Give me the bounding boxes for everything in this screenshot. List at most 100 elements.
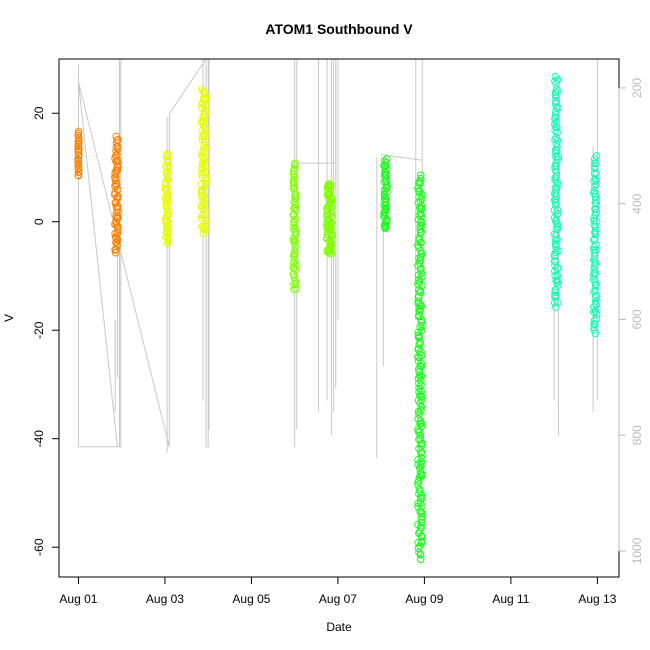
y2-axis: 200 400 600 800 1000: [618, 78, 644, 564]
data-point: [199, 122, 208, 131]
data-point: [417, 250, 426, 258]
data-point: [291, 266, 300, 274]
data-point: [416, 528, 424, 536]
data-point: [552, 118, 561, 127]
data-point: [199, 146, 208, 154]
data-point: [416, 362, 425, 370]
data-point: [417, 406, 425, 415]
data-point: [416, 431, 425, 440]
data-point: [551, 271, 559, 280]
data-point: [590, 187, 599, 195]
data-point: [414, 279, 422, 288]
data-point: [201, 93, 210, 101]
x-tick-label: Aug 03: [146, 592, 184, 606]
data-point: [551, 174, 559, 182]
data-point: [416, 238, 425, 247]
data-point: [417, 171, 425, 180]
data-point: [164, 221, 173, 230]
data-point: [418, 395, 426, 404]
data-point: [551, 291, 559, 299]
data-point: [164, 184, 172, 193]
data-point: [112, 147, 120, 156]
y-tick-label: 20: [32, 106, 46, 120]
data-point: [592, 159, 600, 167]
data-point: [416, 209, 425, 217]
data-point: [417, 376, 425, 385]
data-point: [415, 367, 423, 376]
data-point: [417, 440, 425, 448]
x-tick-label: Aug 01: [59, 592, 97, 606]
data-point: [553, 271, 562, 280]
data-point: [112, 177, 120, 185]
data-point: [112, 212, 120, 221]
data-point: [113, 229, 122, 237]
data-point: [414, 538, 423, 547]
data-point: [591, 174, 599, 183]
data-point: [164, 167, 172, 176]
data-point: [415, 410, 423, 419]
data-point: [418, 221, 426, 229]
y-tick-label: 0: [32, 218, 46, 225]
data-point: [201, 143, 210, 152]
data-point: [197, 85, 206, 93]
data-point: [291, 228, 300, 237]
data-point: [416, 499, 425, 507]
y-axis: 20 0 -20 -40 -60: [32, 106, 60, 556]
data-point: [416, 462, 425, 470]
data-point: [326, 199, 335, 208]
y2-tick-label: 800: [630, 425, 644, 445]
data-point: [552, 159, 560, 167]
data-point: [417, 351, 426, 360]
data-point: [415, 485, 424, 494]
data-point: [324, 194, 333, 203]
y2-tick-label: 600: [630, 309, 644, 329]
data-point: [414, 261, 422, 270]
data-point: [591, 162, 599, 171]
data-point: [592, 208, 601, 217]
data-point: [112, 157, 120, 166]
data-point: [552, 111, 560, 119]
data-point: [291, 195, 300, 203]
data-point: [383, 155, 391, 163]
x-tick-label: Aug 09: [405, 592, 443, 606]
data-point: [291, 164, 299, 172]
chart-title: ATOM1 Southbound V: [265, 21, 413, 37]
data-point: [202, 220, 210, 228]
data-point: [418, 460, 426, 469]
data-point: [74, 147, 83, 156]
x-tick-label: Aug 11: [492, 592, 529, 606]
data-point: [417, 205, 426, 213]
data-point: [551, 176, 560, 184]
data-point: [551, 120, 559, 129]
data-point: [111, 233, 120, 241]
data-point: [414, 415, 423, 423]
data-point: [416, 287, 424, 295]
data-point: [113, 166, 122, 174]
data-point: [418, 537, 426, 546]
data-point: [550, 230, 559, 238]
x-axis-label: Date: [326, 620, 352, 634]
data-point: [417, 453, 426, 462]
data-point: [199, 153, 207, 162]
data-point: [592, 315, 601, 323]
data-point: [416, 300, 424, 309]
data-point: [590, 316, 599, 325]
data-point: [290, 280, 298, 289]
data-point: [417, 269, 426, 277]
data-point: [414, 481, 422, 489]
data-point: [552, 85, 561, 93]
data-point: [592, 152, 601, 160]
y-tick-label: -20: [32, 321, 46, 339]
x-tick-label: Aug 07: [319, 592, 357, 606]
data-point: [113, 150, 121, 159]
data-point: [552, 276, 561, 285]
data-point: [292, 285, 300, 293]
data-point: [551, 184, 560, 192]
data-point: [417, 518, 426, 527]
data-point: [112, 238, 121, 246]
data-point: [592, 241, 600, 249]
data-point: [552, 147, 561, 155]
data-point: [592, 196, 600, 204]
data-point: [591, 260, 600, 268]
